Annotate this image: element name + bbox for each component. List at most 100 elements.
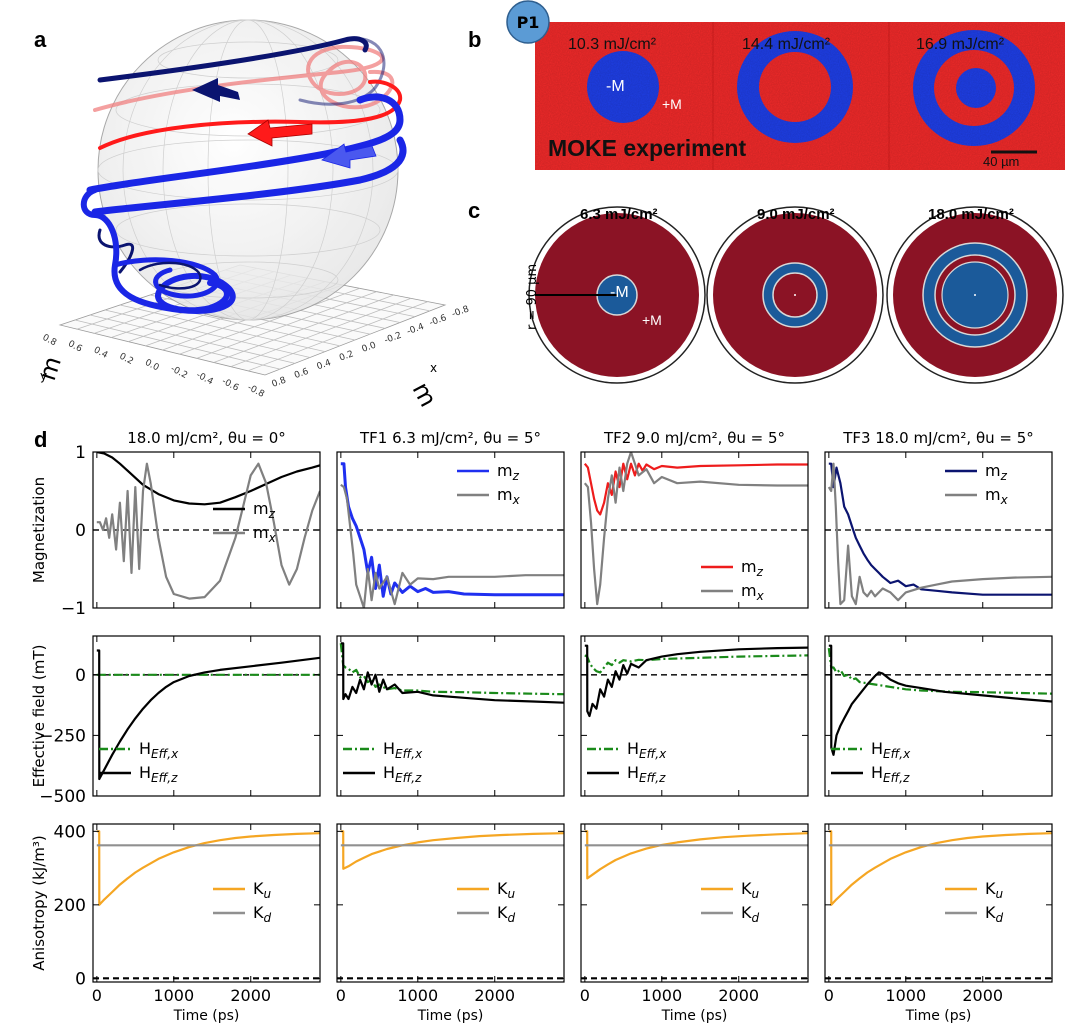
x-tick-label: 2000 — [962, 986, 1003, 1005]
sim-fluence-1: 6.3 mJ/cm² — [580, 206, 658, 223]
y-tick-label: 0 — [75, 666, 86, 686]
tick-label-mx: 0.0 — [361, 340, 378, 354]
tick-label-my: -0.6 — [220, 377, 240, 394]
legend-entry: HEff,x — [383, 739, 423, 761]
panel-a-sphere: 0.8 0.6 0.4 0.2 0.0 -0.2 -0.4 -0.6 -0.80.80.60.4… — [33, 19, 470, 411]
scalebar-label: 40 µm — [983, 154, 1020, 169]
series-line-heffx — [339, 643, 564, 696]
plot-title: TF2 9.0 mJ/cm², θu = 5° — [603, 429, 785, 447]
y-axis-label: Anisotropy (kJ/m³) — [30, 835, 48, 970]
moke-fluence-2: 14.4 mJ/cm² — [742, 36, 831, 53]
arrow-navy — [192, 78, 240, 102]
series-line-heffz — [340, 642, 564, 704]
legend-entry: mx — [741, 581, 765, 603]
x-tick-label: 1000 — [397, 986, 438, 1005]
tick-label-mx: 0.8 — [271, 375, 288, 389]
panel-letter-a: a — [34, 27, 47, 52]
legend-entry: Kd — [741, 903, 760, 925]
series-line-heffx — [827, 647, 1052, 695]
x-tick-label: 2000 — [718, 986, 759, 1005]
legend-entry: Ku — [497, 879, 516, 901]
series-line-ku — [340, 830, 564, 870]
tick-label-mx: -0.4 — [406, 322, 426, 337]
legend-entry: HEff,z — [139, 763, 178, 785]
legend-entry: Kd — [985, 903, 1004, 925]
traj-navy-top — [97, 36, 369, 83]
x-tick-label: 2000 — [230, 986, 271, 1005]
legend-entry: Kd — [253, 903, 272, 925]
x-tick-label: 0 — [92, 986, 102, 1005]
x-tick-label: 1000 — [885, 986, 926, 1005]
legend-entry: mz — [985, 461, 1008, 483]
x-tick-label: 2000 — [474, 986, 515, 1005]
series-line-mz — [96, 452, 320, 506]
arrow-blue — [321, 143, 377, 169]
tick-label-my: 0.4 — [92, 345, 110, 361]
series-line-mx — [583, 452, 808, 606]
tick-label-my: 0.2 — [117, 352, 134, 368]
traj-blue-3 — [80, 187, 236, 314]
tick-label-my: 0.0 — [143, 358, 161, 374]
plot-frame — [92, 635, 321, 797]
tick-label-mx: 0.4 — [316, 358, 333, 372]
x-axis-label: Time (ps) — [661, 1008, 728, 1024]
series-line-mx — [96, 462, 320, 600]
axis-y-sub: y — [40, 369, 47, 383]
legend-entry: Ku — [253, 879, 272, 901]
x-tick-label: 0 — [336, 986, 346, 1005]
tick-label-mx: -0.6 — [428, 313, 448, 328]
panel-letter-b: b — [468, 27, 482, 52]
y-axis-label: Magnetization — [30, 477, 48, 583]
tick-label-mx: 0.2 — [338, 349, 355, 363]
arrow-red — [247, 119, 313, 147]
legend-entry: HEff,z — [627, 763, 666, 785]
axis-y-label: m — [33, 353, 67, 384]
sim-minus-m: -M — [610, 284, 629, 301]
plot-title: TF1 6.3 mJ/cm², θu = 5° — [359, 429, 541, 447]
moke-fluence-3: 16.9 mJ/cm² — [916, 36, 1005, 53]
series-line-mz — [340, 462, 564, 598]
legend-entry: mz — [253, 499, 276, 521]
sim-plus-m: +M — [642, 312, 662, 328]
traj-red — [98, 79, 403, 150]
y-tick-label: −250 — [39, 726, 86, 746]
traj-pink — [93, 44, 395, 112]
tick-label-mx: -0.2 — [383, 331, 403, 346]
plot-frame — [336, 823, 565, 983]
y-tick-label: 400 — [54, 822, 86, 842]
plot-frame — [580, 635, 809, 797]
plot-title: TF3 18.0 mJ/cm², θu = 5° — [842, 429, 1034, 447]
sim-fluence-3: 18.0 mJ/cm² — [928, 206, 1014, 223]
plot-frame — [336, 635, 565, 797]
tick-label-mx: -0.8 — [451, 304, 470, 319]
series-line-heffx — [584, 654, 808, 674]
p1-badge-text: P1 — [517, 13, 540, 32]
traj-blue-4 — [112, 257, 220, 299]
plot-frame — [824, 823, 1053, 983]
moke-title: MOKE experiment — [548, 135, 747, 161]
p1-badge — [506, 0, 550, 44]
series-line-mx — [827, 462, 1052, 606]
series-line-ku — [96, 830, 320, 906]
traj-navy-bottom — [138, 261, 202, 290]
x-tick-label: 0 — [824, 986, 834, 1005]
tick-label-my: -0.4 — [194, 370, 214, 387]
